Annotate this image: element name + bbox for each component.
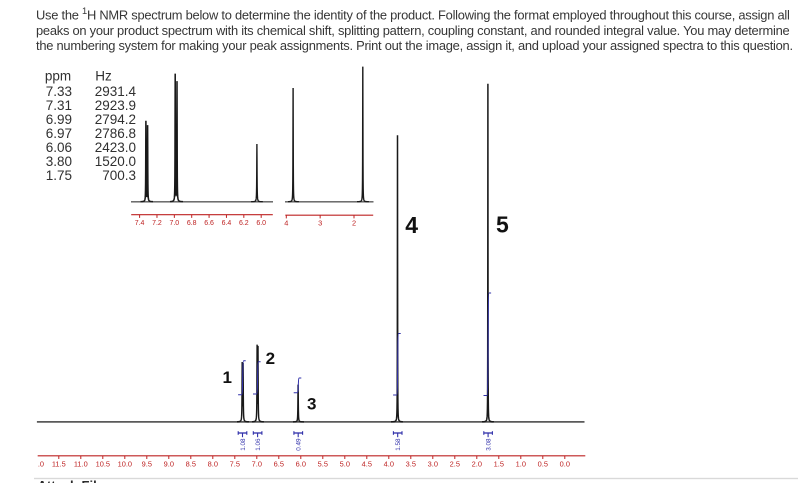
svg-text:6.97: 6.97 [46, 126, 72, 141]
svg-text:1.06: 1.06 [255, 438, 262, 451]
svg-text:10.0: 10.0 [118, 460, 132, 469]
svg-text:5.5: 5.5 [318, 460, 328, 469]
svg-text:4.0: 4.0 [384, 460, 394, 469]
svg-text:7.33: 7.33 [46, 84, 72, 99]
svg-text:7.4: 7.4 [135, 220, 145, 227]
svg-text:2794.2: 2794.2 [95, 112, 136, 127]
svg-text:0.0: 0.0 [560, 460, 570, 469]
svg-text:6.0: 6.0 [256, 220, 266, 227]
svg-text:2: 2 [266, 349, 275, 368]
svg-text:3.08: 3.08 [485, 438, 492, 451]
svg-text:7.2: 7.2 [152, 220, 162, 227]
svg-text:8.5: 8.5 [186, 460, 196, 469]
svg-text:6.06: 6.06 [46, 140, 72, 155]
svg-text:1: 1 [223, 368, 232, 387]
svg-text:1520.0: 1520.0 [95, 154, 136, 169]
svg-text:6.0: 6.0 [296, 460, 306, 469]
svg-text:3.5: 3.5 [406, 460, 416, 469]
svg-text:2423.0: 2423.0 [95, 140, 136, 155]
svg-text:8.0: 8.0 [208, 460, 218, 469]
svg-text:6.6: 6.6 [204, 220, 214, 227]
svg-text:2.5: 2.5 [450, 460, 460, 469]
svg-text:6.5: 6.5 [274, 460, 284, 469]
svg-text:3: 3 [318, 218, 322, 227]
svg-text:4.5: 4.5 [362, 460, 372, 469]
svg-text:1.75: 1.75 [46, 168, 72, 183]
svg-text:0.49: 0.49 [296, 438, 303, 451]
svg-text:2923.9: 2923.9 [95, 98, 136, 113]
svg-text:7.5: 7.5 [230, 460, 240, 469]
svg-text:5: 5 [496, 211, 509, 237]
svg-text:2931.4: 2931.4 [95, 84, 137, 99]
svg-text:3.80: 3.80 [46, 154, 72, 169]
svg-text:6.2: 6.2 [239, 220, 249, 227]
svg-text:2786.8: 2786.8 [95, 126, 136, 141]
svg-text:9.5: 9.5 [142, 460, 152, 469]
svg-text:9.0: 9.0 [164, 460, 174, 469]
svg-text:6.99: 6.99 [46, 112, 72, 127]
svg-text:5.0: 5.0 [340, 460, 350, 469]
svg-text:1.08: 1.08 [240, 438, 247, 451]
svg-text:3: 3 [307, 395, 316, 414]
svg-text:10.5: 10.5 [96, 460, 110, 469]
svg-text:2: 2 [352, 218, 356, 227]
svg-text:ppm: ppm [45, 68, 71, 83]
svg-text:0.5: 0.5 [538, 460, 548, 469]
svg-text:1.58: 1.58 [395, 438, 402, 451]
svg-text:7.0: 7.0 [169, 220, 179, 227]
svg-text:7.0: 7.0 [252, 460, 262, 469]
svg-text:7.31: 7.31 [46, 98, 72, 113]
svg-text:700.3: 700.3 [102, 168, 136, 183]
svg-text:2.0: 2.0 [472, 460, 482, 469]
svg-text:1.0: 1.0 [516, 460, 526, 469]
svg-text:Attach File: Attach File [38, 478, 104, 483]
svg-text:Hz: Hz [95, 68, 112, 83]
svg-text:4: 4 [405, 212, 418, 238]
svg-text:12.0: 12.0 [30, 460, 44, 469]
svg-text:1.5: 1.5 [494, 460, 504, 469]
svg-text:3.0: 3.0 [428, 460, 438, 469]
svg-text:11.5: 11.5 [52, 460, 66, 469]
svg-text:6.4: 6.4 [222, 220, 232, 227]
svg-text:11.0: 11.0 [74, 460, 88, 469]
svg-text:6.8: 6.8 [187, 220, 197, 227]
svg-text:4: 4 [284, 218, 288, 227]
